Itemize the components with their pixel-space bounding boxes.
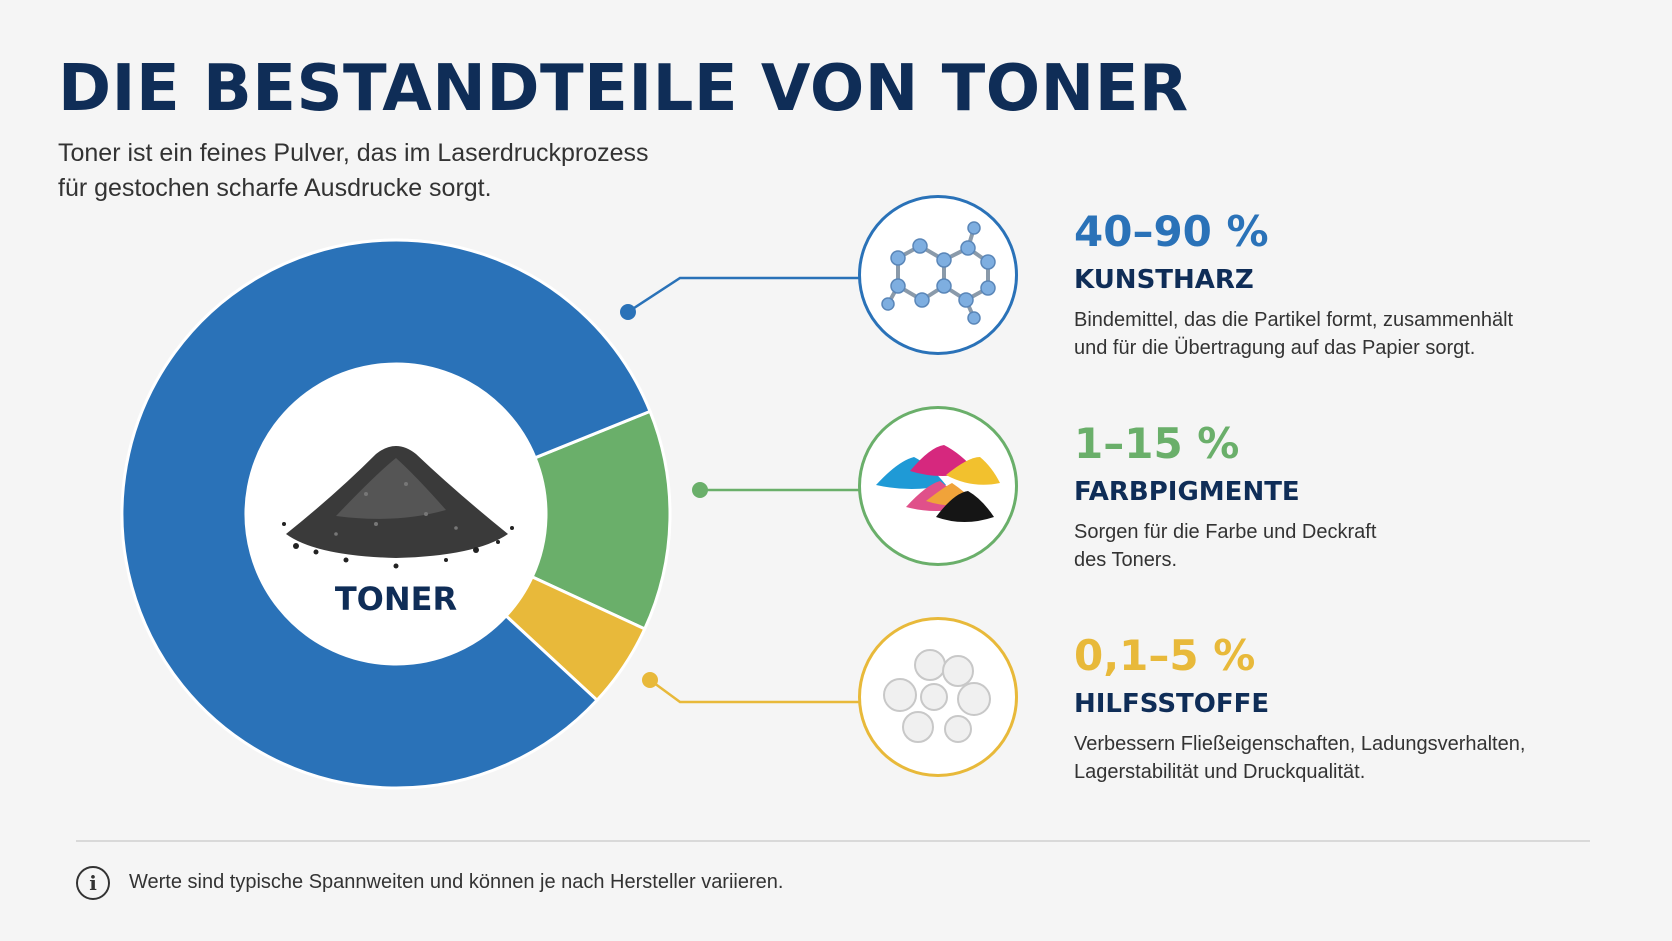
kunstharz-percent: 40–90 % [1074,207,1269,256]
footnote: Werte sind typische Spannweiten und könn… [129,871,784,893]
component-farbpigmente: 1–15 % FARBPIGMENTE Sorgen für die Farbe… [1074,418,1634,574]
hilfsstoffe-desc-line-1: Verbessern Fließeigenschaften, Ladungsve… [1074,733,1526,755]
component-hilfsstoffe: 0,1–5 % HILFSSTOFFE Verbessern Fließeige… [1074,630,1634,786]
footer-divider [76,840,1590,842]
additive-spheres-icon [883,649,991,743]
hilfsstoffe-desc-line-2: Lagerstabilität und Druckqualität. [1074,761,1366,783]
connector-line-hilfsstoffe [649,678,862,704]
farbpigmente-percent: 1–15 % [1074,419,1240,468]
donut-center-label: TONER [334,580,458,618]
component-kunstharz: 40–90 % KUNSTHARZ Bindemittel, das die P… [1074,206,1634,362]
kunstharz-desc-line-1: Bindemittel, das die Partikel formt, zus… [1074,309,1514,331]
hilfsstoffe-description: Verbessern Fließeigenschaften, Ladungsve… [1074,730,1634,786]
info-icon: i [76,866,110,900]
hilfsstoffe-name: HILFSSTOFFE [1074,689,1270,719]
hilfsstoffe-percent: 0,1–5 % [1074,631,1256,680]
farbpigmente-description: Sorgen für die Farbe und Deckraft des To… [1074,518,1634,574]
connector-line-kunstharz [627,276,862,314]
toner-powder-pile-icon [282,446,514,569]
connector-dot-hilfsstoffe [642,672,658,688]
kunstharz-desc-line-2: und für die Übertragung auf das Papier s… [1074,337,1476,359]
farbpigmente-icon-circle [858,406,1018,566]
pigment-piles-icon [876,445,1000,522]
molecule-icon [881,221,996,325]
connector-dot-kunstharz [620,304,636,320]
subtitle-line-2: für gestochen scharfe Ausdrucke sorgt. [58,174,492,202]
farbpigmente-desc-line-2: des Toners. [1074,549,1178,571]
kunstharz-icon-circle [858,195,1018,355]
page-title: DIE BESTANDTEILE VON TONER [58,52,1189,126]
hilfsstoffe-icon-circle [858,617,1018,777]
kunstharz-description: Bindemittel, das die Partikel formt, zus… [1074,306,1634,362]
connector-dot-farbpigmente [692,482,708,498]
subtitle-line-1: Toner ist ein feines Pulver, das im Lase… [58,139,649,167]
farbpigmente-name: FARBPIGMENTE [1074,477,1300,507]
kunstharz-name: KUNSTHARZ [1074,265,1254,295]
page-subtitle: Toner ist ein feines Pulver, das im Lase… [58,136,778,206]
farbpigmente-desc-line-1: Sorgen für die Farbe und Deckraft [1074,521,1377,543]
